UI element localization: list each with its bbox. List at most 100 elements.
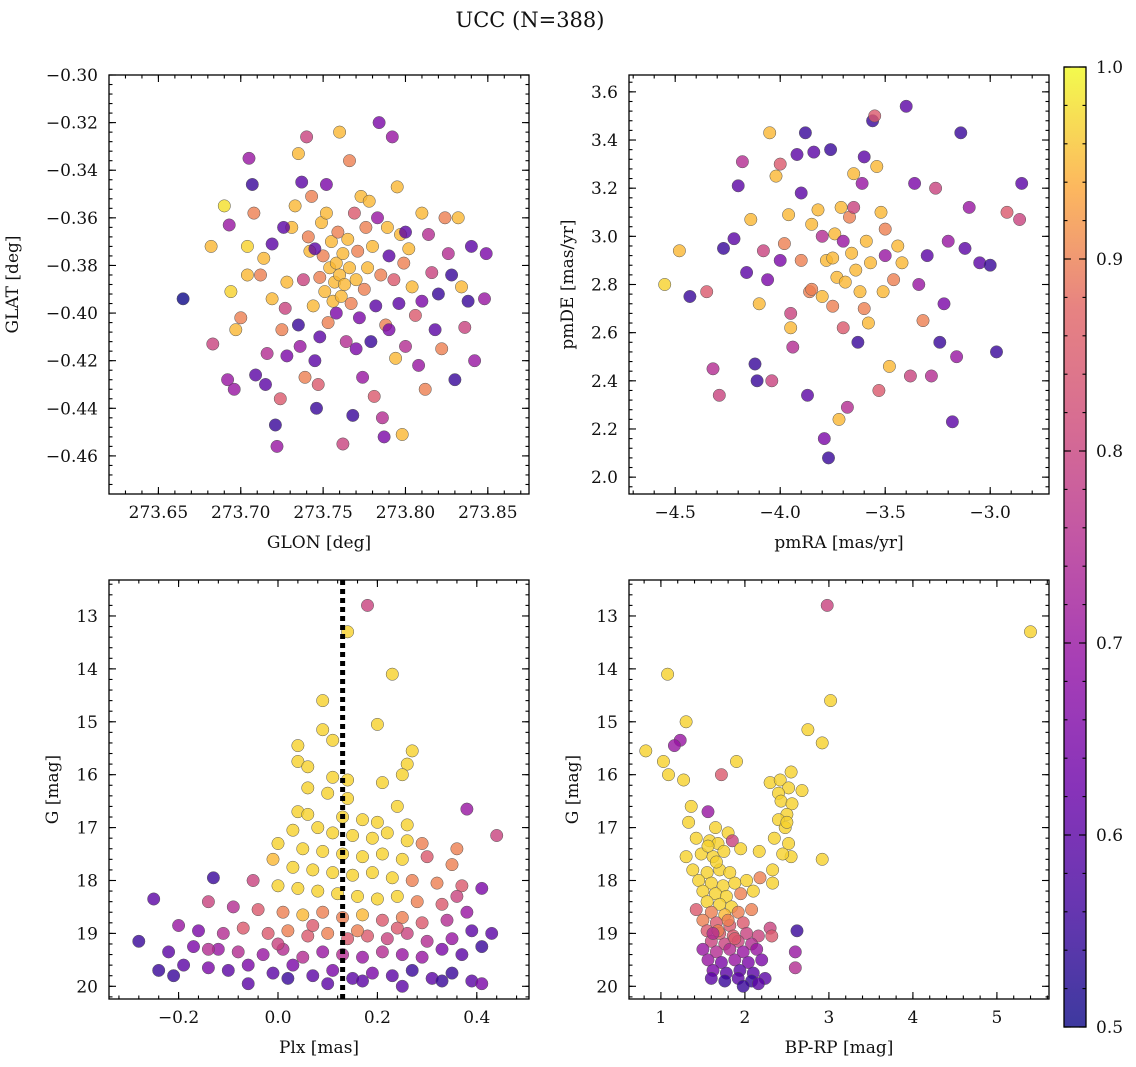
pm-point xyxy=(717,241,730,255)
pm-point xyxy=(874,205,888,219)
plx-point xyxy=(316,694,330,708)
sky-point xyxy=(428,323,442,337)
plx-point xyxy=(390,889,404,903)
cmd-point xyxy=(820,598,834,612)
sky-point xyxy=(310,401,323,415)
cmd-point xyxy=(689,831,703,845)
pm-point xyxy=(876,285,890,299)
plx-point xyxy=(291,755,305,768)
pm-point xyxy=(895,256,909,270)
sky-point xyxy=(265,237,279,251)
pm-point xyxy=(838,275,852,289)
sky-point xyxy=(374,268,388,282)
pm-point xyxy=(777,237,791,251)
sky-point xyxy=(336,247,350,261)
sky-point xyxy=(316,249,330,263)
sky-point xyxy=(369,299,383,313)
pm-point xyxy=(834,200,848,214)
sky-point xyxy=(265,292,279,306)
cmd-ytick-label: 13 xyxy=(596,607,618,627)
cmd-ytick-label: 16 xyxy=(596,766,618,786)
pm-point xyxy=(773,157,787,171)
sky-point xyxy=(204,239,218,253)
plx-point xyxy=(226,900,240,914)
sky-point xyxy=(375,411,389,425)
pm-point xyxy=(912,278,926,291)
sky-point xyxy=(318,285,332,299)
plx-point xyxy=(460,905,474,919)
plx-point xyxy=(405,874,419,887)
plx-point xyxy=(445,858,459,872)
sky-point xyxy=(422,228,435,241)
cmd-point xyxy=(752,844,766,858)
sky-point xyxy=(334,289,348,303)
plx-point xyxy=(370,815,384,829)
pm-point xyxy=(815,290,829,303)
colorbar-tick-label: 1.0 xyxy=(1096,58,1123,78)
plx-point xyxy=(475,940,489,954)
pm-xtick-label: −3.0 xyxy=(970,503,1011,523)
cmd-point xyxy=(801,723,815,737)
sky-point xyxy=(288,199,302,213)
sky-point xyxy=(461,294,475,308)
sky-point xyxy=(296,273,310,287)
plx-frame xyxy=(108,579,530,1000)
sky-point xyxy=(346,408,360,422)
plx-point xyxy=(435,897,449,911)
sky-point xyxy=(259,378,272,391)
cmd-point xyxy=(709,945,723,959)
pm-point xyxy=(950,350,964,364)
sky-ytick-label: −0.32 xyxy=(46,114,98,134)
cmd-point xyxy=(753,871,767,885)
plx-point xyxy=(271,937,285,951)
sky-point xyxy=(402,242,416,256)
pm-point xyxy=(761,273,775,287)
sky-point xyxy=(380,220,394,234)
pm-point xyxy=(672,244,686,258)
cmd-point xyxy=(667,739,681,753)
plx-point xyxy=(326,866,340,880)
sky-point xyxy=(301,230,315,244)
plx-point xyxy=(326,826,340,840)
plx-point xyxy=(375,913,389,927)
sky-point xyxy=(333,125,347,139)
sky-point xyxy=(455,280,468,294)
pm-point xyxy=(727,232,741,246)
pm-point xyxy=(878,249,892,263)
plx-point xyxy=(276,905,290,919)
pm-ytick-label: 2.2 xyxy=(591,420,618,440)
plx-point xyxy=(261,926,275,940)
cmd-point xyxy=(701,839,715,853)
plx-point xyxy=(266,852,280,866)
sky-point xyxy=(349,342,363,356)
plx-point xyxy=(221,963,235,977)
plx-point xyxy=(291,739,305,753)
plx-point xyxy=(296,842,310,856)
pm-point xyxy=(857,302,871,316)
plx-point xyxy=(395,852,409,866)
cmd-point xyxy=(776,847,790,861)
pm-ytick-label: 3.4 xyxy=(591,131,618,151)
pm-point xyxy=(887,273,901,287)
pm-point xyxy=(822,451,835,465)
plx-point xyxy=(321,786,335,800)
cmd-point xyxy=(785,797,799,811)
pm-point xyxy=(811,203,825,217)
sky-point xyxy=(382,249,396,263)
plx-point xyxy=(440,913,454,927)
pm-point xyxy=(784,321,798,335)
plx-point xyxy=(415,950,429,964)
plx-point xyxy=(321,926,335,940)
cmd-ytick-label: 14 xyxy=(596,660,618,680)
sky-ytick-label: −0.40 xyxy=(46,304,98,324)
pm-point xyxy=(832,412,846,426)
cmd-point xyxy=(721,913,735,927)
cmd-point xyxy=(782,837,796,850)
cmd-point xyxy=(788,945,802,959)
pm-point xyxy=(857,150,871,164)
cmd-point xyxy=(677,773,691,787)
sky-point xyxy=(431,287,445,301)
plx-point xyxy=(306,863,320,877)
plx-ylabel: G [mag] xyxy=(43,755,63,824)
plx-point xyxy=(187,940,200,954)
